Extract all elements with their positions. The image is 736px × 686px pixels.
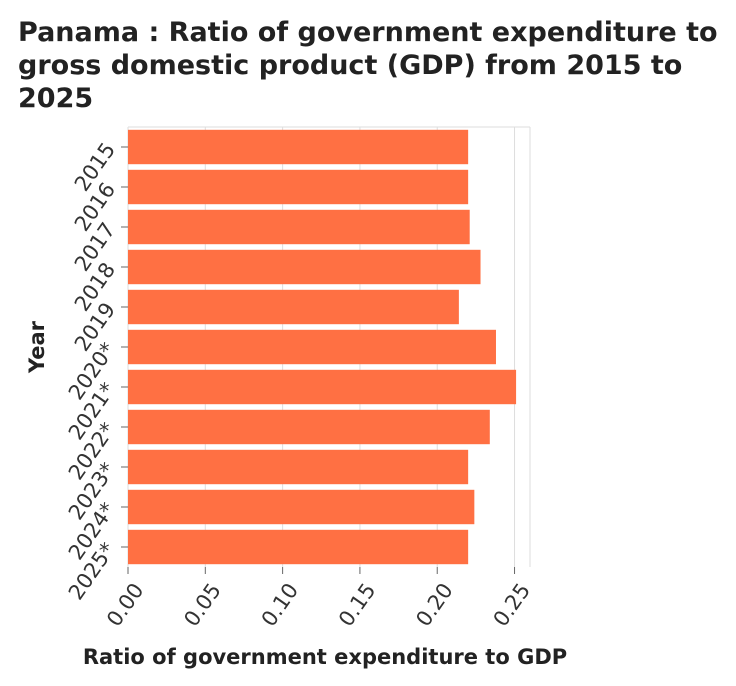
x-tick-label: 0.15 [334,579,380,631]
bar-2017 [128,209,470,245]
bar-2019 [128,289,459,325]
x-tick-label: 0.25 [489,579,535,631]
bar-2020-projected [128,329,496,365]
bar-2021-projected [128,369,517,405]
chart-title: Panama : Ratio of government expenditure… [18,17,718,114]
bars [128,129,517,565]
x-axis: 0.00 0.05 0.10 0.15 0.20 0.25 [102,567,535,631]
x-tick-label: 0.05 [179,579,225,631]
x-tick-label: 0.00 [102,579,148,631]
bar-2023-projected [128,449,469,485]
x-tick-label: 0.20 [411,579,457,631]
bar-2024-projected [128,489,475,525]
y-axis-label: Year [25,320,49,374]
bar-2016 [128,169,469,205]
y-axis: 201520162017201820192020*2021*2022*2023*… [64,138,128,604]
x-tick-label: 0.10 [257,579,303,631]
bar-2022-projected [128,409,490,445]
bar-2025-projected [128,529,469,565]
bar-2018 [128,249,481,285]
x-axis-label: Ratio of government expenditure to GDP [83,645,567,669]
bar-2015 [128,129,469,165]
